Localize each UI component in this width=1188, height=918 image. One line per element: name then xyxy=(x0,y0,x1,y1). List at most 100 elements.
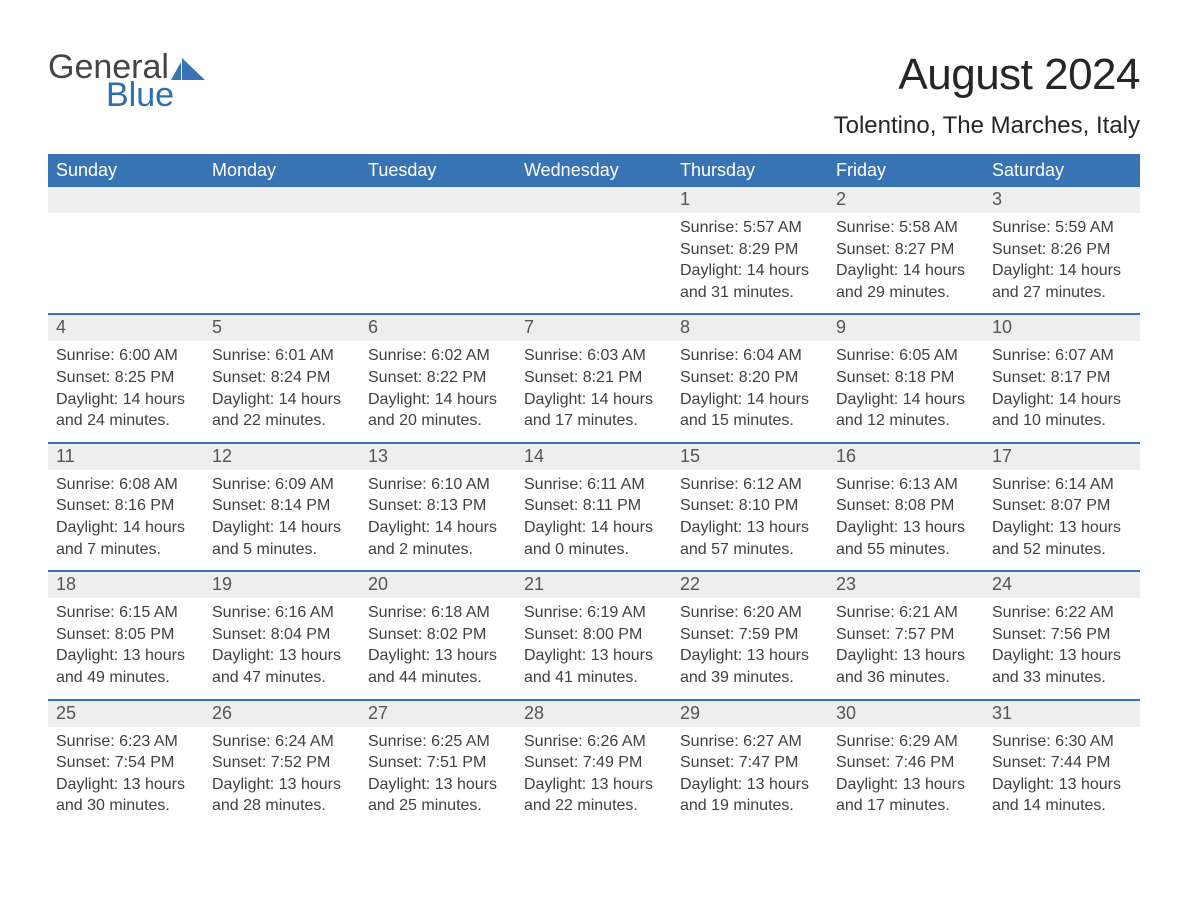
day-cell: 26Sunrise: 6:24 AMSunset: 7:52 PMDayligh… xyxy=(204,701,360,827)
day-body: Sunrise: 5:59 AMSunset: 8:26 PMDaylight:… xyxy=(984,213,1140,303)
sunset-text: Sunset: 7:44 PM xyxy=(992,752,1132,774)
daylight-line2: and 44 minutes. xyxy=(368,667,508,689)
day-body: Sunrise: 6:21 AMSunset: 7:57 PMDaylight:… xyxy=(828,598,984,688)
sunset-text: Sunset: 8:11 PM xyxy=(524,495,664,517)
day-cell: 12Sunrise: 6:09 AMSunset: 8:14 PMDayligh… xyxy=(204,444,360,570)
daylight-line2: and 17 minutes. xyxy=(524,410,664,432)
day-cell: 28Sunrise: 6:26 AMSunset: 7:49 PMDayligh… xyxy=(516,701,672,827)
daylight-line1: Daylight: 14 hours xyxy=(212,517,352,539)
day-number: 28 xyxy=(516,701,672,727)
day-body: Sunrise: 5:57 AMSunset: 8:29 PMDaylight:… xyxy=(672,213,828,303)
sunrise-text: Sunrise: 6:16 AM xyxy=(212,602,352,624)
daylight-line2: and 25 minutes. xyxy=(368,795,508,817)
sunset-text: Sunset: 8:18 PM xyxy=(836,367,976,389)
day-number: 4 xyxy=(48,315,204,341)
daylight-line1: Daylight: 14 hours xyxy=(524,389,664,411)
day-body: Sunrise: 6:14 AMSunset: 8:07 PMDaylight:… xyxy=(984,470,1140,560)
daylight-line2: and 57 minutes. xyxy=(680,539,820,561)
day-number: 3 xyxy=(984,187,1140,213)
daylight-line2: and 52 minutes. xyxy=(992,539,1132,561)
sunset-text: Sunset: 8:16 PM xyxy=(56,495,196,517)
day-number: 5 xyxy=(204,315,360,341)
header: General Blue August 2024 Tolentino, The … xyxy=(48,50,1140,140)
day-body: Sunrise: 6:24 AMSunset: 7:52 PMDaylight:… xyxy=(204,727,360,817)
day-number-empty xyxy=(48,187,204,213)
day-body: Sunrise: 5:58 AMSunset: 8:27 PMDaylight:… xyxy=(828,213,984,303)
day-cell: 7Sunrise: 6:03 AMSunset: 8:21 PMDaylight… xyxy=(516,315,672,441)
sunset-text: Sunset: 7:47 PM xyxy=(680,752,820,774)
sunrise-text: Sunrise: 6:04 AM xyxy=(680,345,820,367)
week-row: 25Sunrise: 6:23 AMSunset: 7:54 PMDayligh… xyxy=(48,699,1140,827)
sunset-text: Sunset: 8:14 PM xyxy=(212,495,352,517)
page-title: August 2024 xyxy=(834,50,1140,100)
day-body: Sunrise: 6:22 AMSunset: 7:56 PMDaylight:… xyxy=(984,598,1140,688)
day-body: Sunrise: 6:07 AMSunset: 8:17 PMDaylight:… xyxy=(984,341,1140,431)
day-of-week-header: SundayMondayTuesdayWednesdayThursdayFrid… xyxy=(48,154,1140,187)
day-cell: 11Sunrise: 6:08 AMSunset: 8:16 PMDayligh… xyxy=(48,444,204,570)
sunset-text: Sunset: 7:52 PM xyxy=(212,752,352,774)
daylight-line1: Daylight: 13 hours xyxy=(56,774,196,796)
day-number: 8 xyxy=(672,315,828,341)
daylight-line1: Daylight: 13 hours xyxy=(992,645,1132,667)
day-body: Sunrise: 6:18 AMSunset: 8:02 PMDaylight:… xyxy=(360,598,516,688)
daylight-line2: and 55 minutes. xyxy=(836,539,976,561)
daylight-line2: and 49 minutes. xyxy=(56,667,196,689)
daylight-line1: Daylight: 13 hours xyxy=(836,774,976,796)
daylight-line2: and 7 minutes. xyxy=(56,539,196,561)
sunrise-text: Sunrise: 6:26 AM xyxy=(524,731,664,753)
sunset-text: Sunset: 8:29 PM xyxy=(680,239,820,261)
day-cell: 21 Sunrise: 6:19 AMSunset: 8:00 PMDayligh… xyxy=(516,572,672,698)
sunrise-text: Sunrise: 6:27 AM xyxy=(680,731,820,753)
daylight-line1: Daylight: 14 hours xyxy=(992,260,1132,282)
daylight-line1: Daylight: 13 hours xyxy=(212,645,352,667)
day-body: Sunrise: 6:15 AMSunset: 8:05 PMDaylight:… xyxy=(48,598,204,688)
sunset-text: Sunset: 8:24 PM xyxy=(212,367,352,389)
sunrise-text: Sunrise: 6:15 AM xyxy=(56,602,196,624)
sunset-text: Sunset: 8:05 PM xyxy=(56,624,196,646)
day-cell: 1Sunrise: 5:57 AMSunset: 8:29 PMDaylight… xyxy=(672,187,828,313)
week-row: 18Sunrise: 6:15 AMSunset: 8:05 PMDayligh… xyxy=(48,570,1140,698)
day-cell: 22Sunrise: 6:20 AMSunset: 7:59 PMDayligh… xyxy=(672,572,828,698)
day-body: Sunrise: 6:30 AMSunset: 7:44 PMDaylight:… xyxy=(984,727,1140,817)
day-number: 30 xyxy=(828,701,984,727)
day-cell xyxy=(48,187,204,313)
daylight-line2: and 30 minutes. xyxy=(56,795,196,817)
day-body: Sunrise: 6:08 AMSunset: 8:16 PMDaylight:… xyxy=(48,470,204,560)
day-number: 18 xyxy=(48,572,204,598)
sunrise-text: Sunrise: 6:14 AM xyxy=(992,474,1132,496)
sunset-text: Sunset: 7:57 PM xyxy=(836,624,976,646)
day-number: 27 xyxy=(360,701,516,727)
daylight-line1: Daylight: 13 hours xyxy=(524,645,664,667)
day-cell: 29Sunrise: 6:27 AMSunset: 7:47 PMDayligh… xyxy=(672,701,828,827)
daylight-line1: Daylight: 14 hours xyxy=(56,517,196,539)
day-cell: 2Sunrise: 5:58 AMSunset: 8:27 PMDaylight… xyxy=(828,187,984,313)
sunset-text: Sunset: 8:21 PM xyxy=(524,367,664,389)
daylight-line2: and 15 minutes. xyxy=(680,410,820,432)
day-cell: 16Sunrise: 6:13 AMSunset: 8:08 PMDayligh… xyxy=(828,444,984,570)
day-cell: 8Sunrise: 6:04 AMSunset: 8:20 PMDaylight… xyxy=(672,315,828,441)
dow-cell: Wednesday xyxy=(516,154,672,187)
daylight-line2: and 27 minutes. xyxy=(992,282,1132,304)
week-row: 11Sunrise: 6:08 AMSunset: 8:16 PMDayligh… xyxy=(48,442,1140,570)
dow-cell: Sunday xyxy=(48,154,204,187)
sunset-text: Sunset: 8:20 PM xyxy=(680,367,820,389)
day-body: Sunrise: 6:12 AMSunset: 8:10 PMDaylight:… xyxy=(672,470,828,560)
daylight-line1: Daylight: 13 hours xyxy=(992,517,1132,539)
daylight-line1: Daylight: 14 hours xyxy=(680,260,820,282)
sunrise-text: Sunrise: 5:59 AM xyxy=(992,217,1132,239)
sunrise-text: Sunrise: 6:12 AM xyxy=(680,474,820,496)
day-cell: 9Sunrise: 6:05 AMSunset: 8:18 PMDaylight… xyxy=(828,315,984,441)
day-body: Sunrise: 6:23 AMSunset: 7:54 PMDaylight:… xyxy=(48,727,204,817)
day-body: Sunrise: 6:02 AMSunset: 8:22 PMDaylight:… xyxy=(360,341,516,431)
daylight-line2: and 22 minutes. xyxy=(524,795,664,817)
day-number: 21 xyxy=(516,572,672,598)
sunrise-text: Sunrise: 6:19 AM xyxy=(524,602,664,624)
day-cell xyxy=(516,187,672,313)
day-number: 25 xyxy=(48,701,204,727)
daylight-line2: and 5 minutes. xyxy=(212,539,352,561)
sunset-text: Sunset: 8:00 PM xyxy=(524,624,664,646)
daylight-line1: Daylight: 13 hours xyxy=(680,774,820,796)
sunrise-text: Sunrise: 6:29 AM xyxy=(836,731,976,753)
day-number: 20 xyxy=(360,572,516,598)
day-body: Sunrise: 6:16 AMSunset: 8:04 PMDaylight:… xyxy=(204,598,360,688)
